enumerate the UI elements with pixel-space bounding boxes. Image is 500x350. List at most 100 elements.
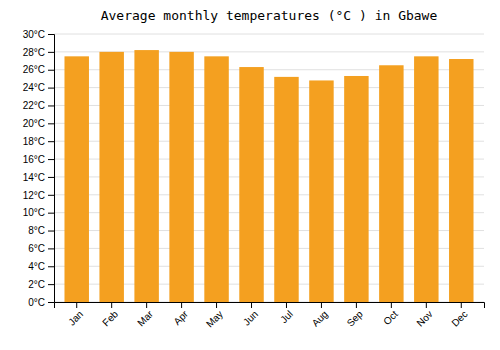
tick-label: 20°C bbox=[23, 118, 45, 129]
tick-mark bbox=[48, 213, 54, 214]
bar bbox=[309, 80, 333, 302]
tick-mark bbox=[461, 302, 462, 308]
x-axis: Jan Feb Mar Apr May Jun Jul Aug Sep Oct Nov Dec bbox=[55, 302, 485, 330]
plot: 0°C 2°C 4°C 6°C 8°C 10°C 12°C 14°C 16°C 18°C 20°C 2… bbox=[23, 29, 485, 330]
tick-label: Nov bbox=[414, 308, 434, 328]
tick-mark bbox=[48, 231, 54, 232]
tick-label: 30°C bbox=[23, 29, 45, 40]
bar bbox=[64, 56, 88, 302]
tick: 24°C bbox=[23, 82, 54, 93]
tick-mark bbox=[48, 141, 54, 142]
tick-label: Aug bbox=[310, 308, 330, 328]
tick: 16°C bbox=[23, 154, 54, 165]
y-axis: 0°C 2°C 4°C 6°C 8°C 10°C 12°C 14°C 16°C 18°C 20°C 2… bbox=[23, 29, 55, 308]
tick-label: 8°C bbox=[28, 225, 45, 236]
tick: Mar bbox=[135, 302, 155, 328]
tick: 12°C bbox=[23, 190, 54, 201]
tick: 14°C bbox=[23, 172, 54, 183]
bar bbox=[274, 77, 298, 302]
tick-label: 14°C bbox=[23, 172, 45, 183]
bar bbox=[239, 67, 263, 302]
tick: 26°C bbox=[23, 64, 54, 75]
tick-mark bbox=[76, 302, 77, 308]
tick-label: Jun bbox=[241, 308, 260, 327]
tick: 30°C bbox=[23, 29, 54, 40]
tick: Oct bbox=[381, 302, 400, 327]
tick-mark bbox=[286, 302, 287, 308]
bar bbox=[134, 50, 158, 302]
tick-label: Oct bbox=[381, 308, 400, 327]
tick-mark bbox=[321, 302, 322, 308]
tick-label: 28°C bbox=[23, 47, 45, 58]
tick-mark bbox=[48, 52, 54, 53]
tick: 10°C bbox=[23, 207, 54, 218]
tick-mark bbox=[48, 70, 54, 71]
tick-label: 10°C bbox=[23, 207, 45, 218]
bars bbox=[64, 50, 473, 302]
chart: 0°C 2°C 4°C 6°C 8°C 10°C 12°C 14°C 16°C 18°C 20°C 2… bbox=[0, 0, 500, 350]
tick-label: Dec bbox=[449, 308, 469, 328]
tick: 8°C bbox=[28, 225, 54, 236]
axis-line bbox=[55, 303, 485, 309]
tick: 4°C bbox=[28, 261, 54, 272]
bar bbox=[344, 76, 368, 302]
tick: 22°C bbox=[23, 100, 54, 111]
tick-label: May bbox=[204, 308, 225, 329]
tick: Jan bbox=[66, 302, 85, 328]
tick-mark bbox=[251, 302, 252, 308]
tick-mark bbox=[48, 159, 54, 160]
tick: Jun bbox=[241, 302, 260, 328]
title: Average monthly temperatures (°C ) in Gb… bbox=[101, 8, 438, 23]
tick-mark bbox=[216, 302, 217, 308]
tick: 20°C bbox=[23, 118, 54, 129]
tick: Feb bbox=[100, 302, 120, 328]
tick-mark bbox=[426, 302, 427, 308]
grid-line bbox=[54, 34, 484, 35]
bar bbox=[379, 65, 403, 302]
tick-mark bbox=[48, 266, 54, 267]
tick: Dec bbox=[449, 302, 469, 329]
tick-label: 24°C bbox=[23, 82, 45, 93]
tick-mark bbox=[48, 177, 54, 178]
tick: Apr bbox=[171, 302, 190, 327]
tick-label: 6°C bbox=[28, 243, 45, 254]
tick: 2°C bbox=[28, 279, 54, 290]
tick-mark bbox=[181, 302, 182, 308]
tick-label: Feb bbox=[100, 308, 120, 328]
tick: 6°C bbox=[28, 243, 54, 254]
tick: 28°C bbox=[23, 47, 54, 58]
tick: 18°C bbox=[23, 136, 54, 147]
tick: May bbox=[204, 302, 225, 330]
tick-mark bbox=[146, 302, 147, 308]
tick-mark bbox=[111, 302, 112, 308]
tick-mark bbox=[48, 284, 54, 285]
bar bbox=[414, 56, 438, 302]
tick-mark bbox=[48, 88, 54, 89]
tick-label: Apr bbox=[171, 308, 190, 327]
bar bbox=[99, 52, 123, 302]
tick-label: 0°C bbox=[28, 297, 45, 308]
tick-mark bbox=[48, 302, 54, 303]
tick-label: Sep bbox=[345, 308, 366, 329]
tick-label: Mar bbox=[135, 308, 155, 328]
grid bbox=[54, 34, 484, 302]
tick: 0°C bbox=[28, 297, 54, 308]
tick-mark bbox=[48, 105, 54, 106]
tick-label: 18°C bbox=[23, 136, 45, 147]
tick-label: 16°C bbox=[23, 154, 45, 165]
tick-mark bbox=[356, 302, 357, 308]
bar bbox=[204, 56, 228, 302]
tick: Nov bbox=[414, 302, 434, 329]
tick-label: 22°C bbox=[23, 100, 45, 111]
tick: Jul bbox=[278, 302, 295, 325]
tick: Aug bbox=[310, 302, 330, 329]
tick-label: Jul bbox=[278, 308, 295, 325]
tick-mark bbox=[48, 34, 54, 35]
tick-label: 2°C bbox=[28, 279, 45, 290]
tick-mark bbox=[48, 248, 54, 249]
bar bbox=[449, 59, 473, 302]
tick-label: Jan bbox=[66, 308, 85, 327]
tick-mark bbox=[48, 195, 54, 196]
bar bbox=[169, 52, 193, 302]
tick: Sep bbox=[345, 302, 366, 329]
